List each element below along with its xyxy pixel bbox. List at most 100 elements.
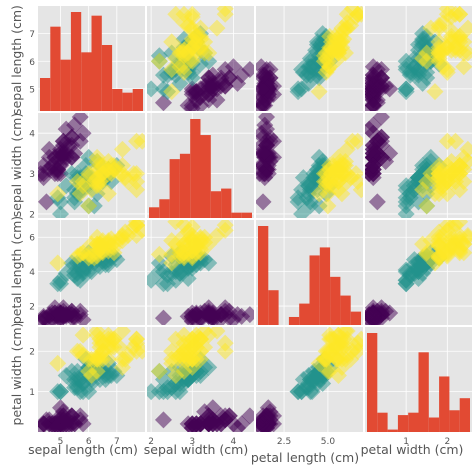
- scatter-point: [192, 230, 209, 248]
- scatter-point: [438, 6, 456, 18]
- histogram-bar: [149, 207, 160, 218]
- scatter-point: [212, 415, 230, 432]
- scatter-point: [258, 72, 276, 90]
- histogram-bar: [397, 415, 409, 432]
- scatter-point: [147, 80, 160, 98]
- y-tick-label: 2: [29, 210, 35, 220]
- scatter-point: [305, 371, 323, 388]
- scatter-point: [216, 221, 234, 239]
- scatter-matrix-panels: [38, 6, 472, 432]
- histogram-bar: [439, 376, 450, 432]
- scatter-point: [422, 19, 440, 37]
- scatter-point: [68, 173, 86, 191]
- scatter-point: [365, 72, 382, 90]
- scatter-point: [150, 362, 168, 380]
- scatter-point: [289, 383, 307, 401]
- histogram-bar: [40, 78, 51, 111]
- scatter-point: [338, 6, 356, 23]
- y-tick-label: 4: [29, 268, 35, 278]
- scatter-point: [233, 307, 251, 325]
- scatter-point: [80, 350, 98, 368]
- scatter-point: [315, 52, 333, 70]
- scatter-point: [414, 50, 432, 67]
- scatter-point: [183, 6, 201, 23]
- scatter-point: [80, 165, 98, 183]
- scatter-point: [102, 230, 120, 248]
- scatter-point: [204, 399, 222, 417]
- histogram-bar: [50, 26, 61, 112]
- y-tick-label: 6: [29, 234, 35, 244]
- histogram-bar: [179, 153, 191, 218]
- scatter-point: [322, 330, 340, 348]
- points-group: [256, 113, 363, 218]
- x-tick-label: 1: [403, 437, 409, 447]
- x-tick-label: 7: [114, 437, 120, 447]
- scatter-point: [310, 197, 328, 215]
- histogram-bar: [81, 52, 92, 111]
- scatter-point: [410, 259, 427, 277]
- scatter-point: [163, 83, 181, 101]
- scatter-point: [49, 185, 67, 203]
- y-axis-label-sepal-width: sepal width (cm): [9, 113, 24, 217]
- histogram-bar: [241, 212, 252, 218]
- scatter-point: [365, 96, 382, 111]
- y-axis-label-sepal-length: sepal length (cm): [9, 5, 24, 115]
- scatter-point: [133, 132, 145, 150]
- scatter-point: [418, 33, 436, 51]
- scatter-point: [352, 330, 363, 348]
- scatter-point: [365, 116, 382, 134]
- scatter-point: [49, 254, 67, 272]
- x-tick-label: 3: [189, 437, 195, 447]
- scatter-point: [52, 205, 70, 218]
- scatter-point: [208, 327, 226, 340]
- points-group: [38, 220, 145, 325]
- scatter-point: [83, 366, 100, 384]
- x-axis-label-sepal-length: sepal length (cm): [28, 442, 138, 457]
- scatter-point: [128, 165, 145, 183]
- scatter-point: [154, 383, 172, 401]
- scatter-point: [451, 165, 469, 183]
- scatter-point: [368, 193, 386, 211]
- scatter-point: [99, 330, 117, 348]
- scatter-point: [175, 220, 193, 234]
- scatter-point: [212, 306, 230, 324]
- histogram-bar: [428, 417, 440, 432]
- scatter-point: [216, 342, 234, 360]
- histogram-bar: [330, 276, 341, 325]
- scatter-point: [38, 415, 53, 432]
- scatter-point: [154, 411, 172, 429]
- panel-sepal-width-vs-petal-length: [256, 113, 363, 218]
- scatter-point: [60, 136, 78, 154]
- scatter-point: [94, 242, 112, 260]
- panel-sepal-length-vs-sepal-width: [147, 6, 254, 111]
- scatter-point: [94, 165, 112, 183]
- panel-petal-length-vs-sepal-length: [38, 220, 145, 325]
- y-tick-label: 6: [29, 58, 35, 68]
- scatter-point: [434, 14, 452, 32]
- histogram-bar: [418, 352, 429, 432]
- y-tick-label: 4: [29, 130, 35, 140]
- scatter-point: [451, 230, 469, 248]
- scatter-point: [293, 205, 311, 218]
- scatter-point: [147, 271, 160, 289]
- scatter-point: [200, 327, 218, 344]
- histogram-bar: [112, 89, 123, 111]
- panel-petal-length-vs-petal-width: [365, 220, 472, 325]
- points-group: [365, 6, 472, 111]
- scatter-point: [418, 197, 436, 215]
- scatter-point: [438, 165, 456, 183]
- scatter-point: [68, 247, 86, 265]
- scatter-point: [256, 157, 272, 174]
- scatter-point: [414, 235, 432, 253]
- scatter-point: [38, 309, 53, 325]
- panel-petal-width-vs-petal-length: [256, 327, 363, 432]
- scatter-point: [459, 140, 472, 158]
- histogram-bar: [91, 15, 102, 112]
- scatter-point: [80, 197, 98, 215]
- scatter-point: [365, 136, 382, 154]
- histogram-bar: [377, 412, 388, 432]
- scatter-point: [167, 366, 185, 384]
- points-group: [365, 113, 472, 218]
- histogram-bar: [132, 89, 143, 111]
- scatter-point: [397, 275, 415, 293]
